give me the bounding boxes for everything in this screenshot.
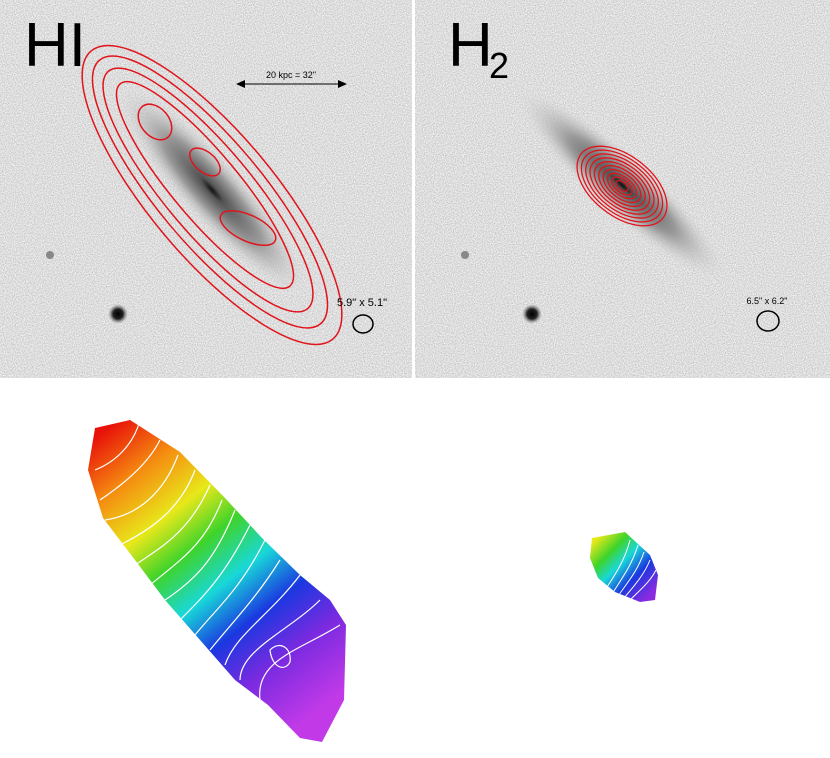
contour <box>269 645 291 668</box>
contour <box>602 168 642 204</box>
contour <box>115 80 295 290</box>
contour <box>615 180 629 192</box>
contour <box>149 499 223 586</box>
beam <box>352 314 374 334</box>
contour <box>629 569 657 601</box>
h2-contours <box>576 145 668 227</box>
contour <box>589 157 655 215</box>
contour <box>137 103 173 141</box>
hi-contours <box>81 44 343 346</box>
star <box>522 304 542 324</box>
contour <box>99 439 161 501</box>
star <box>108 304 128 324</box>
contour <box>164 509 236 601</box>
contour <box>239 599 321 681</box>
beam-label: 5.9" x 5.1" <box>337 297 387 309</box>
contour <box>179 524 251 621</box>
contour <box>611 176 633 196</box>
contour <box>593 161 651 211</box>
beam-label: 6.5" x 6.2" <box>747 296 788 306</box>
galaxy <box>115 83 309 297</box>
contour <box>104 454 179 521</box>
hi-velocity-field <box>88 420 346 742</box>
contour <box>580 149 664 223</box>
beam <box>756 310 780 332</box>
velocity-map <box>590 532 658 602</box>
contour <box>219 209 277 247</box>
contour <box>102 67 314 313</box>
panel-label-subscript: 2 <box>489 45 509 86</box>
velocity-map <box>88 420 346 742</box>
contour <box>259 624 341 701</box>
contour <box>209 559 281 651</box>
contour <box>623 559 651 599</box>
star <box>461 251 469 259</box>
contour <box>611 544 639 595</box>
contour <box>91 55 329 329</box>
contour <box>606 172 638 200</box>
contour <box>585 153 659 219</box>
isovelocity-contours <box>94 420 341 701</box>
contour <box>576 145 668 227</box>
star <box>46 251 54 259</box>
h2-velocity-field <box>590 532 658 602</box>
contour <box>194 539 266 636</box>
contour <box>134 484 211 566</box>
hi-panel: 20 kpc = 32" 5.9" x 5.1" HI <box>0 0 412 378</box>
contour <box>224 574 301 666</box>
contour <box>81 44 343 346</box>
panel-label: H <box>448 11 493 80</box>
contour <box>617 551 645 597</box>
scale-label: 20 kpc = 32" <box>266 70 316 80</box>
panel-label: HI <box>24 11 86 80</box>
h2-panel: 6.5" x 6.2" H 2 <box>415 0 830 378</box>
contour <box>189 147 221 177</box>
galaxy <box>516 88 728 282</box>
contour <box>94 420 141 471</box>
contour <box>598 164 646 208</box>
contour <box>119 469 196 546</box>
